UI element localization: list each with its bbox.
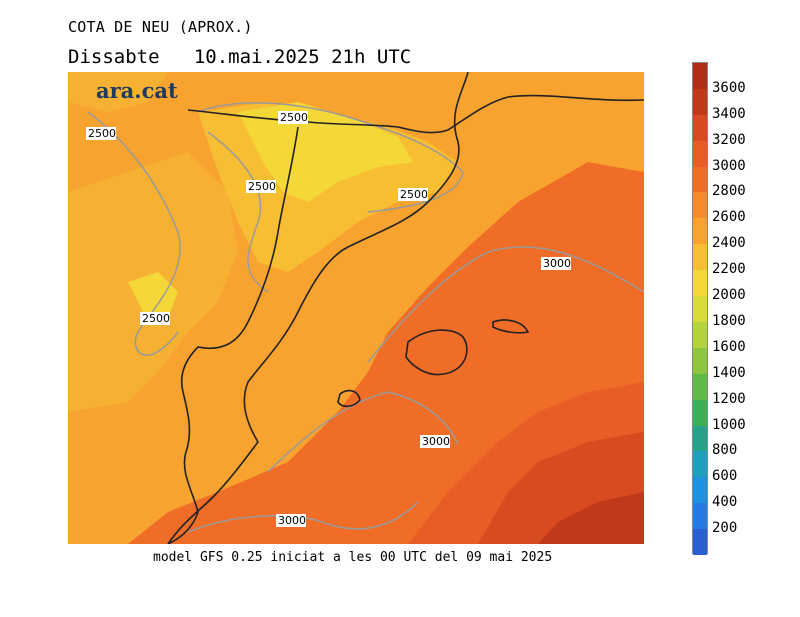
island-menorca [492, 319, 530, 334]
contour-3000-south [267, 391, 459, 473]
contour-label-text: 2500 [400, 188, 428, 201]
field-yellow-tl [68, 72, 168, 112]
contour-2500-west [87, 111, 181, 356]
contour-3000-east [367, 246, 644, 363]
contour-label-text: 2500 [248, 180, 276, 193]
colorbar-label: 400 [712, 494, 738, 511]
colorbar-segment [693, 373, 707, 400]
colorbar-segment [693, 529, 707, 555]
colorbar-segment [693, 347, 707, 374]
colorbar-label: 3600 [712, 79, 746, 96]
colorbar-segment [693, 63, 707, 89]
contour-label: 2500 [140, 312, 170, 325]
colorbar-segment [693, 503, 707, 530]
map-subtitle: Dissabte 10.mai.2025 21h UTC [68, 46, 412, 68]
colorbar-segment [693, 114, 707, 141]
colorbar-label: 3200 [712, 131, 746, 148]
coastline-catalonia [167, 72, 469, 544]
contour-label: 3000 [276, 514, 306, 527]
model-footer: model GFS 0.25 iniciat a les 00 UTC del … [153, 550, 553, 565]
contour-label-text: 2500 [280, 111, 308, 124]
contour-label: 3000 [420, 435, 450, 448]
border-aragon [167, 126, 299, 544]
colorbar-label: 1200 [712, 390, 746, 407]
contour-label: 2500 [278, 111, 308, 124]
colorbar-segment [693, 296, 707, 322]
snow-level-map: 2500 2500 2500 2500 2500 3000 3000 3000 [68, 72, 644, 544]
field-yellow-core [238, 102, 413, 202]
colorbar-label: 1000 [712, 416, 746, 433]
colorbar-segment [693, 244, 707, 271]
field-3600-zone [538, 492, 644, 544]
contour-label-text: 2500 [142, 312, 170, 325]
contour-label-text: 3000 [422, 435, 450, 448]
colorbar-label: 1600 [712, 338, 746, 355]
colorbar-label: 200 [712, 520, 738, 537]
contour-label-text: 2500 [88, 127, 116, 140]
colorbar-segment [693, 270, 707, 297]
ara-cat-logo: ara.cat [96, 78, 178, 103]
island-mallorca [405, 329, 468, 376]
field-yellow-west [128, 272, 178, 317]
colorbar-segment [693, 166, 707, 193]
colorbar-label: 600 [712, 468, 738, 485]
colorbar-segment [693, 477, 707, 504]
colorbar-label: 2800 [712, 183, 746, 200]
colorbar-segment [693, 192, 707, 219]
colorbar-label: 2400 [712, 235, 746, 252]
contour-label: 3000 [541, 257, 571, 270]
colorbar-label: 1400 [712, 364, 746, 381]
colorbar-segment [693, 425, 707, 452]
colorbar-label: 800 [712, 442, 738, 459]
contour-label: 2500 [398, 188, 428, 201]
colorbar [692, 62, 708, 555]
colorbar-segment [693, 88, 707, 115]
colorbar-label: 2000 [712, 287, 746, 304]
colorbar-label: 3000 [712, 157, 746, 174]
colorbar-label: 2200 [712, 261, 746, 278]
contour-3000-sw [187, 501, 419, 533]
colorbar-segment [693, 399, 707, 426]
colorbar-segment [693, 140, 707, 167]
colorbar-segment [693, 451, 707, 478]
island-ibiza [337, 389, 361, 408]
contour-2500-north [197, 102, 464, 213]
colorbar-segment [693, 321, 707, 348]
contour-label: 2500 [246, 180, 276, 193]
contour-label: 2500 [86, 127, 116, 140]
contour-2500-center [207, 131, 269, 293]
contour-label-text: 3000 [543, 257, 571, 270]
colorbar-label: 3400 [712, 105, 746, 122]
contour-label-text: 3000 [278, 514, 306, 527]
colorbar-label: 2600 [712, 209, 746, 226]
colorbar-segment [693, 218, 707, 245]
colorbar-label: 1800 [712, 312, 746, 329]
map-title: COTA DE NEU (APROX.) [68, 18, 253, 36]
